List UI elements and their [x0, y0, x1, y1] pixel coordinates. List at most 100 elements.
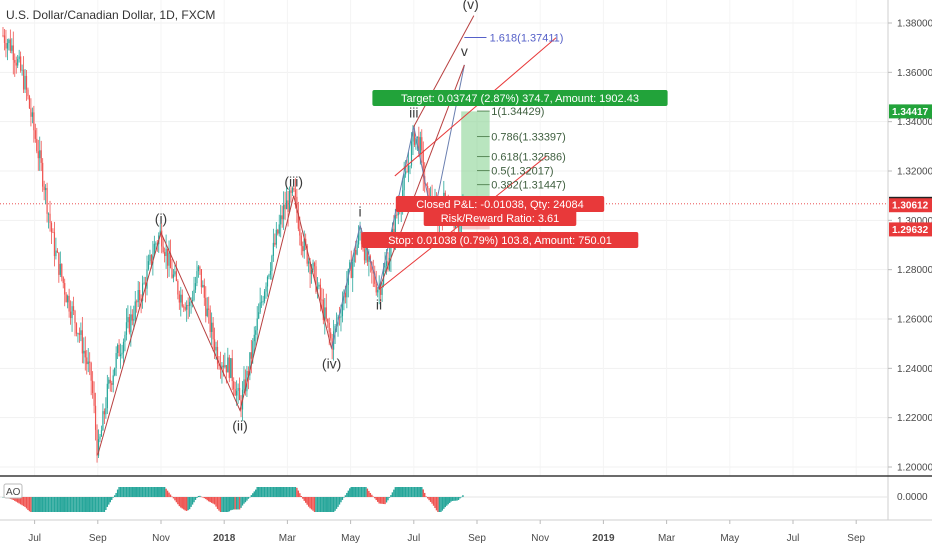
candle-body — [259, 302, 261, 313]
osc-bar — [94, 497, 97, 512]
time-axis[interactable]: Jul Sep Nov 2018 Mar May Jul Sep Nov 2019 Mar May Ju… — [28, 520, 866, 544]
osc-bar — [410, 487, 413, 497]
candle-body — [78, 333, 81, 335]
candle-body — [247, 370, 249, 376]
candle-body — [100, 430, 103, 437]
candle-body — [341, 303, 344, 317]
osc-bar — [155, 487, 157, 497]
main-pane[interactable]: 1.618(1.37411) 1(1.34429) 0.786(1.33397) 0.… — [0, 0, 888, 476]
osc-bar — [315, 497, 317, 512]
osc-bar — [78, 497, 81, 512]
candle-body — [68, 295, 70, 312]
osc-bar — [399, 487, 401, 497]
price-axis[interactable]: 1.38000 1.36000 1.34000 1.32000 1.30000 1.280… — [888, 19, 932, 474]
osc-bar — [387, 497, 389, 501]
osc-bar — [460, 496, 463, 498]
osc-bar — [169, 494, 172, 497]
osc-bar — [437, 497, 439, 512]
candle-body — [17, 59, 19, 66]
candle-body — [93, 392, 95, 406]
osc-bar — [74, 497, 76, 512]
osc-bar — [122, 487, 125, 497]
osc-bar — [237, 497, 239, 510]
candle-body — [275, 229, 277, 245]
candle-body — [412, 128, 414, 142]
candle-body — [8, 39, 10, 44]
osc-bar — [130, 487, 132, 497]
candle-body — [352, 262, 354, 278]
candle-body — [269, 270, 272, 275]
candle-body — [324, 307, 326, 321]
price-badge-label: 1.34417 — [892, 107, 929, 118]
osc-bar — [400, 487, 402, 497]
fib-level-label: 0.786(1.33397) — [491, 132, 566, 144]
candle-body — [2, 35, 4, 37]
wave-label: (i) — [155, 211, 167, 227]
candle-body — [216, 346, 219, 364]
osc-bar — [116, 489, 119, 497]
osc-bar — [61, 497, 63, 512]
osc-bar — [69, 497, 72, 512]
candle-body — [231, 358, 233, 382]
candle-body — [255, 330, 257, 335]
candle-body — [164, 252, 166, 256]
y-tick-label: 1.36000 — [897, 68, 932, 79]
osc-bar — [15, 497, 17, 502]
x-tick-label: Nov — [152, 533, 170, 544]
osc-bar — [158, 487, 160, 497]
candle-body — [21, 69, 23, 71]
osc-bar — [385, 497, 388, 503]
osc-bar — [454, 497, 457, 501]
osc-bar — [322, 497, 325, 512]
osc-bar — [375, 497, 377, 501]
osc-bar — [302, 497, 304, 499]
closed-pnl-label-text: Closed P&L: -0.01038, Qty: 24084 — [416, 199, 584, 211]
candle-body — [355, 249, 357, 255]
osc-bar — [441, 497, 444, 511]
osc-bar — [263, 487, 266, 497]
osc-bar — [221, 497, 223, 512]
osc-bar — [444, 497, 446, 508]
fib-extension-label: 1.618(1.37411) — [490, 33, 564, 45]
osc-bar — [406, 487, 408, 497]
candle-body — [153, 243, 155, 256]
candle-body — [105, 408, 107, 415]
candle-body — [384, 265, 386, 271]
osc-bar — [197, 495, 200, 497]
position-boxes: Target: 0.03747 (2.87%) 374.7, Amount: 1… — [361, 90, 668, 248]
osc-bar — [249, 496, 251, 498]
osc-bar — [224, 497, 226, 512]
osc-bar — [371, 494, 373, 497]
candle-body — [394, 214, 396, 239]
osc-bar — [247, 497, 250, 499]
candle-body — [122, 341, 125, 353]
osc-bar — [362, 487, 364, 497]
candle-body — [349, 262, 351, 270]
osc-bar — [43, 497, 45, 512]
osc-bar — [278, 487, 280, 497]
candle-body — [381, 284, 383, 295]
osc-bar — [243, 497, 245, 504]
oscillator-legend[interactable]: AO — [3, 483, 23, 499]
osc-bar — [269, 487, 272, 497]
candle-body — [459, 223, 461, 232]
grid-layer — [0, 0, 888, 476]
candle-body — [366, 245, 369, 262]
target-label-text: Target: 0.03747 (2.87%) 374.7, Amount: 1… — [401, 93, 639, 105]
osc-bar — [90, 497, 92, 512]
candle-body — [350, 262, 352, 278]
candle-body — [221, 365, 223, 370]
candle-body — [291, 187, 294, 193]
osc-bar — [337, 497, 339, 507]
candle-body — [237, 387, 239, 391]
candle-body — [205, 297, 207, 317]
osc-bar — [115, 492, 117, 497]
candle-body — [344, 293, 346, 298]
osc-bar — [401, 487, 404, 497]
candle-body — [234, 389, 236, 396]
candle-body — [180, 294, 182, 303]
candle-body — [396, 214, 398, 216]
